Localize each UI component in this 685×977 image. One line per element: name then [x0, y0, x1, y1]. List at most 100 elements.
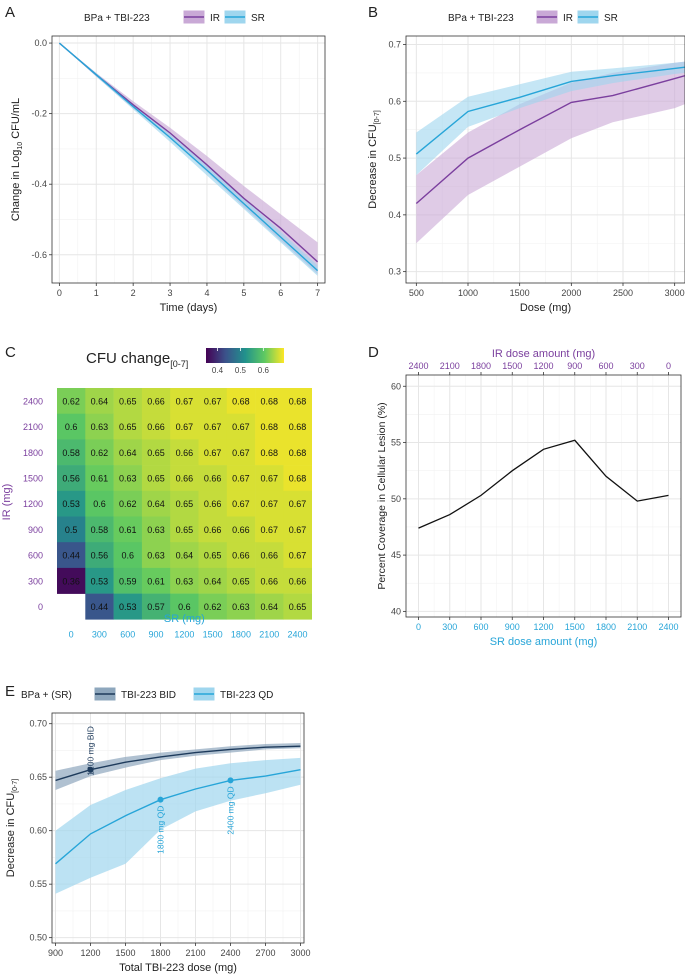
ir-dose-tick-label: 1800 — [23, 448, 43, 458]
y-tick-label: 0.3 — [388, 267, 401, 277]
legend-ir-label: IR — [210, 13, 220, 24]
heatmap-cell-label: 0.67 — [204, 448, 222, 458]
heatmap-cell-label: 0.5 — [65, 525, 78, 535]
heatmap-cell — [141, 593, 171, 620]
annotation-label: 1200 mg BID — [86, 726, 96, 776]
annotation-label: 2400 mg QD — [226, 786, 236, 834]
heatmap-cell-label: 0.53 — [62, 499, 80, 509]
x-tick-label: 7 — [315, 288, 320, 298]
heatmap-cell — [141, 490, 171, 517]
sr-dose-tick-label: 1500 — [203, 629, 223, 639]
heatmap-cell — [57, 542, 86, 569]
heatmap-cell-label: 0.58 — [62, 448, 80, 458]
panel-b: 500 1000 1500 2000 2500 3000 0.3 0.4 0.5 0.6 0.7 Do… — [367, 9, 685, 314]
heatmap-cell — [113, 516, 143, 543]
top-x-tick-label: 0 — [666, 361, 671, 371]
heatmap-cell-label: 0.61 — [147, 576, 165, 586]
heatmap-cell-label: 0.63 — [147, 525, 165, 535]
heatmap-cell — [113, 465, 143, 492]
y-axis-label: Decrease in CFU[0-7] — [367, 110, 381, 208]
heatmap-cell — [198, 567, 228, 594]
x-tick-label: 1500 — [115, 948, 135, 958]
x-tick-label: 600 — [473, 622, 488, 632]
legend-title: BPa + TBI-223 — [84, 13, 150, 24]
ir-dose-tick-label: 0 — [38, 602, 43, 612]
heatmap-cell-label: 0.6 — [65, 422, 78, 432]
heatmap-cell-label: 0.63 — [119, 473, 137, 483]
x-tick-label: 1000 — [458, 288, 478, 298]
y-tick-label: -0.2 — [31, 109, 47, 119]
y-axis-label-subscript: [0-7] — [12, 779, 19, 793]
heatmap-cell-label: 0.68 — [289, 448, 307, 458]
heatmap-cell — [85, 388, 114, 414]
panel-letter-b: B — [368, 4, 379, 21]
panel-letter-e: E — [5, 683, 16, 700]
x-tick-label: 5 — [241, 288, 246, 298]
heatmap-cell-label: 0.65 — [204, 551, 222, 561]
heatmap-cell — [198, 516, 228, 543]
series-line-bid — [55, 745, 301, 782]
annotation-point — [87, 766, 94, 773]
heatmap-cell-label: 0.66 — [260, 551, 278, 561]
y-tick-label: 0.6 — [388, 96, 401, 106]
heatmap-cell — [85, 542, 114, 569]
heatmap-cell-label: 0.63 — [91, 422, 109, 432]
x-axis-label: Total TBI-223 dose (mg) — [119, 962, 237, 974]
ir-dose-tick-label: 1500 — [23, 473, 43, 483]
heatmap-cell-label: 0.68 — [289, 422, 307, 432]
y-tick-label: 0.70 — [29, 719, 47, 729]
series-line-coverage — [418, 439, 669, 529]
series-line-IR — [415, 75, 685, 205]
series-line-SR — [58, 42, 319, 272]
heatmap-cell — [283, 465, 312, 492]
heatmap-cell-label: 0.61 — [91, 473, 109, 483]
heatmap-cell-label: 0.44 — [62, 551, 80, 561]
y-axis-label: Change in Log10 CFU/mL — [10, 98, 24, 221]
y-axis-label-main: Decrease in CFU — [5, 793, 17, 877]
heatmap-cell-label: 0.66 — [176, 473, 194, 483]
heatmap-cell — [85, 439, 114, 466]
heatmap-cell-label: 0.56 — [62, 473, 80, 483]
heatmap-cell-label: 0.66 — [176, 448, 194, 458]
top-x-tick-label: 1800 — [471, 361, 491, 371]
heatmap-cell — [170, 490, 199, 517]
heatmap-cell-label: 0.56 — [91, 551, 109, 561]
y-axis-label: Decrease in CFU[0-7] — [5, 779, 19, 877]
heatmap-cell — [198, 593, 228, 620]
heatmap-cell — [85, 413, 114, 440]
heatmap-cell-label: 0.65 — [176, 499, 194, 509]
heatmap-title: CFU change[0-7] — [86, 350, 188, 369]
confidence-band-SR — [416, 61, 685, 176]
heatmap-cell-label: 0.6 — [121, 551, 134, 561]
heatmap-cell — [226, 490, 256, 517]
top-x-tick-label: 900 — [567, 361, 582, 371]
legend-a: BPa + TBI-223 IR SR — [84, 9, 265, 25]
top-x-axis-label: IR dose amount (mg) — [492, 348, 595, 360]
heatmap-cell — [283, 567, 312, 594]
heatmap-cell-label: 0.6 — [178, 602, 191, 612]
heatmap-cell-label: 0.64 — [119, 448, 137, 458]
heatmap-cell-label: 0.67 — [204, 422, 222, 432]
heatmap-cell — [198, 465, 228, 492]
heatmap-cell — [255, 413, 284, 440]
series-line-SR — [415, 66, 685, 155]
heatmap-cell-label: 0.65 — [147, 448, 165, 458]
legend-qd-label: TBI-223 QD — [220, 690, 273, 701]
heatmap-cell — [57, 413, 86, 440]
x-axis-label: SR dose amount (mg) — [490, 636, 598, 648]
heatmap-cell-label: 0.67 — [176, 396, 194, 406]
heatmap-cell — [113, 413, 143, 440]
y-tick-label: 55 — [391, 438, 401, 448]
y-axis-label-tail: CFU/mL — [10, 98, 22, 142]
heatmap-cell-label: 0.66 — [289, 576, 307, 586]
heatmap-cell — [226, 388, 256, 414]
heatmap-cell-label: 0.67 — [289, 499, 307, 509]
heatmap-cell — [113, 490, 143, 517]
x-tick-label: 1200 — [533, 622, 553, 632]
heatmap-cell-label: 0.64 — [260, 602, 278, 612]
sr-dose-tick-label: 2100 — [259, 629, 279, 639]
heatmap-cell-label: 0.67 — [232, 473, 250, 483]
y-tick-label: 60 — [391, 381, 401, 391]
y-tick-label: 0.5 — [388, 153, 401, 163]
